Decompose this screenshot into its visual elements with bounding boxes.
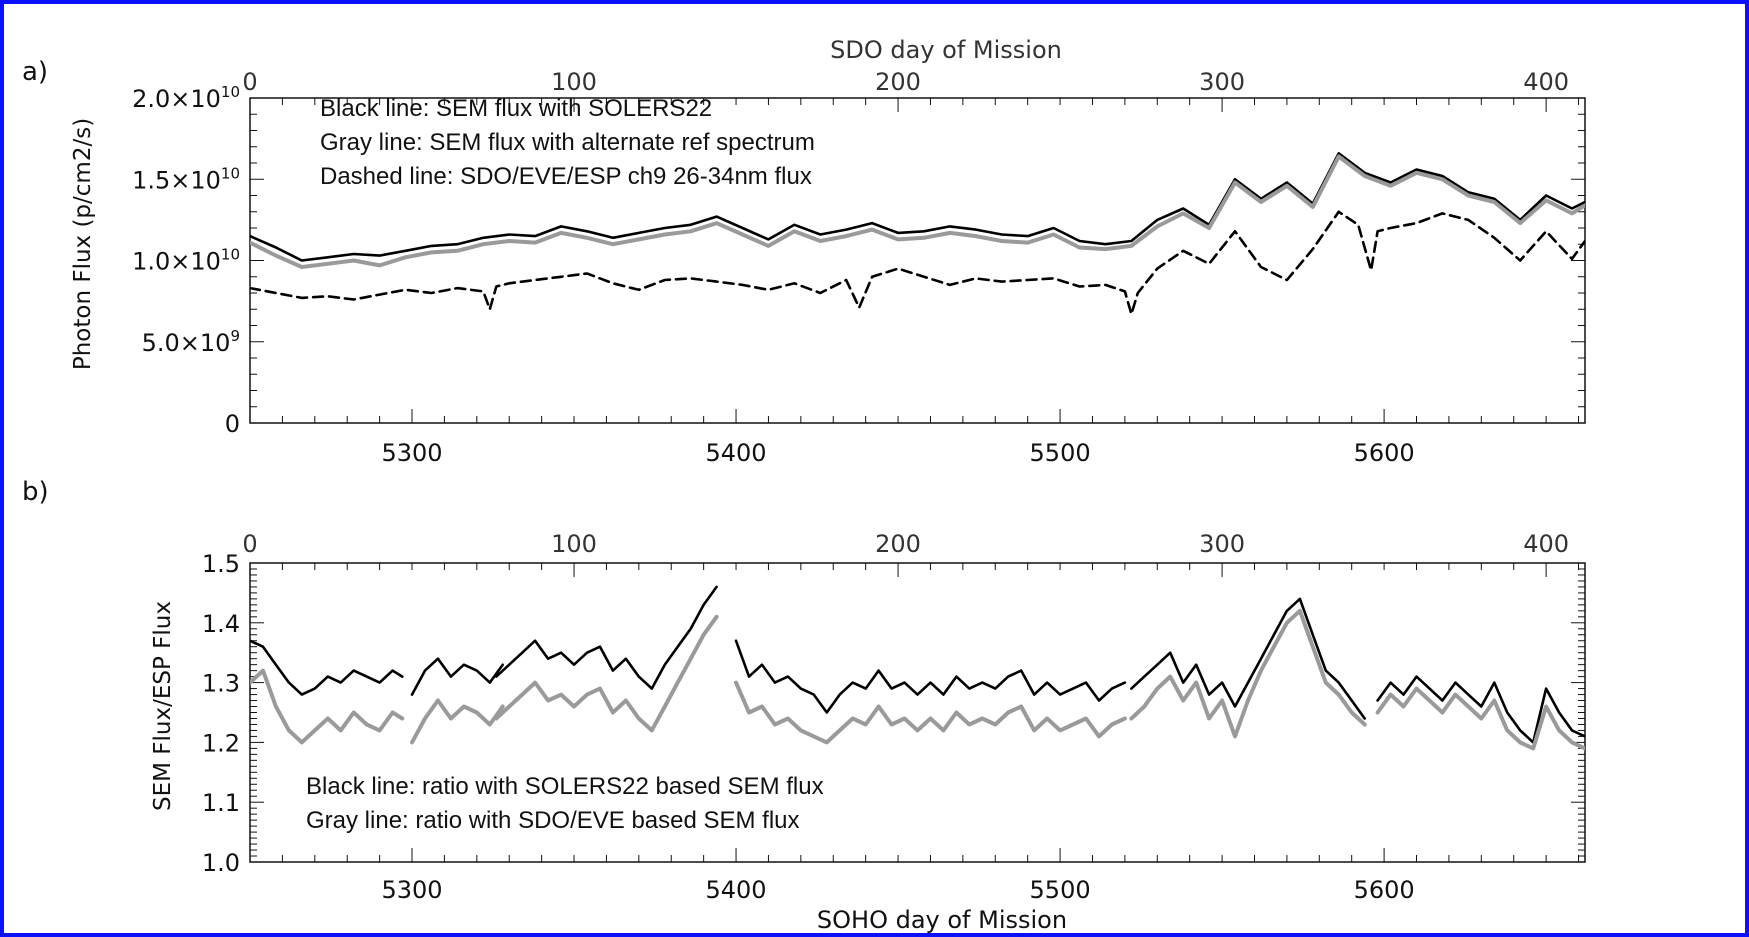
panel-b-series-0-line-segment-2 <box>495 585 718 690</box>
panel-b-series-1-line-segment-1 <box>410 698 505 745</box>
panel-b-series-1-line-segment-4 <box>1129 608 1367 739</box>
panel-b-x-tick-label: 5400 <box>706 876 767 904</box>
panel-b-series-0-line-segment-0 <box>250 639 404 696</box>
panel-b-series-0-line-segment-3 <box>734 639 1127 714</box>
panel-a-y-tick-label: 1.5×1010 <box>132 164 240 194</box>
panel-a-x2-tick-label: 0 <box>242 68 257 96</box>
panel-a-x2-tick-label: 400 <box>1523 68 1569 96</box>
panel-a-photon-flux-chart: a) SDO day of Mission Photon Flux (p/cm2… <box>22 36 1586 467</box>
panel-b-legend-line-1: Black line: ratio with SOLERS22 based SE… <box>306 773 824 800</box>
panel-b-x-tick-label: 5300 <box>381 876 442 904</box>
panel-a-x2-tick-label: 100 <box>551 68 597 96</box>
panel-b-x-axis-title: SOHO day of Mission <box>817 906 1067 933</box>
panel-a-series-2-line <box>250 210 1585 316</box>
panel-b-ratio-chart: b) SEM Flux/ESP Flux SOHO day of Mission… <box>22 477 1586 933</box>
panel-b-legend-line-2: Gray line: ratio with SDO/EVE based SEM … <box>306 807 800 834</box>
panel-a-legend-line-1: Black line: SEM flux with SOLERS22 <box>320 95 712 122</box>
panel-a-x-tick-label: 5500 <box>1030 439 1091 467</box>
panel-b-series-0-line-segment-1 <box>410 657 504 696</box>
panel-a-y-tick-label: 2.0×1010 <box>132 83 240 113</box>
panel-b-y-tick-label: 1.1 <box>202 789 240 817</box>
panel-b-x2-tick-label: 0 <box>242 530 257 558</box>
panel-a-tag: a) <box>22 57 48 87</box>
panel-b-x2-tick-label: 200 <box>875 530 921 558</box>
panel-b-y-tick-label: 1.2 <box>202 729 240 757</box>
figure-frame: a) SDO day of Mission Photon Flux (p/cm2… <box>4 4 1745 933</box>
panel-a-x2-tick-label: 300 <box>1199 68 1245 96</box>
panel-b-y-tick-label: 1.5 <box>202 550 240 578</box>
panel-a-top-axis-title: SDO day of Mission <box>830 36 1062 64</box>
panel-a-y-tick-label: 1.0×1010 <box>132 246 240 276</box>
panel-a-y-tick-label: 5.0×109 <box>142 327 240 357</box>
panel-b-x-tick-label: 5600 <box>1354 876 1415 904</box>
panel-a-series-0-line <box>250 152 1585 262</box>
panel-b-x2-tick-label: 400 <box>1523 530 1569 558</box>
panel-b-y-tick-label: 1.3 <box>202 670 240 698</box>
panel-a-y-tick-label: 0 <box>225 410 240 438</box>
chart-figure: a) SDO day of Mission Photon Flux (p/cm2… <box>22 36 1586 933</box>
panel-a-series-1-line <box>250 154 1585 269</box>
panel-b-series-0-line-segment-5 <box>1376 675 1585 744</box>
panel-a-legend-line-2: Gray line: SEM flux with alternate ref s… <box>320 129 815 156</box>
panel-b-series-1-line-segment-3 <box>734 680 1127 745</box>
panel-b-x-tick-label: 5500 <box>1030 876 1091 904</box>
panel-b-x2-tick-label: 300 <box>1199 530 1245 558</box>
panel-a-x2-tick-label: 200 <box>875 68 921 96</box>
panel-b-x2-tick-label: 100 <box>551 530 597 558</box>
panel-b-series-1-line-segment-0 <box>250 668 405 745</box>
panel-b-y-tick-label: 1.4 <box>202 610 240 638</box>
panel-b-y-tick-label: 1.0 <box>202 849 240 877</box>
panel-a-x-tick-label: 5600 <box>1354 439 1415 467</box>
panel-a-x-tick-label: 5400 <box>706 439 767 467</box>
panel-b-y-axis-title: SEM Flux/ESP Flux <box>150 601 176 811</box>
panel-b-series-1-line-segment-5 <box>1375 686 1585 751</box>
panel-b-tag: b) <box>22 477 49 507</box>
panel-a-legend-line-3: Dashed line: SDO/EVE/ESP ch9 26-34nm flu… <box>320 163 812 190</box>
panel-a-y-axis-title: Photon Flux (p/cm2/s) <box>70 118 96 370</box>
panel-a-x-tick-label: 5300 <box>381 439 442 467</box>
panel-b-series-1-line-segment-2 <box>494 614 719 733</box>
panel-b-series-0-line-segment-4 <box>1130 597 1366 720</box>
